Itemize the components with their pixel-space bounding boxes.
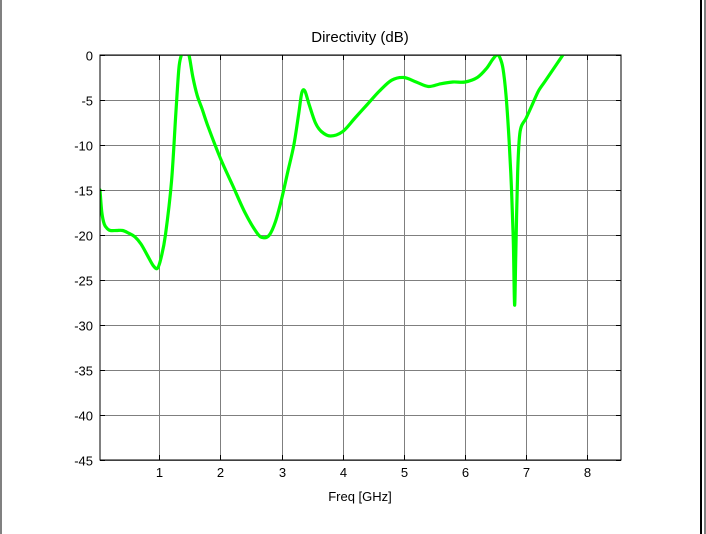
y-tick-label: -15 xyxy=(74,184,93,199)
y-tick-labels: 0 -5 -10 -15 -20 -25 -30 -35 -40 -45 xyxy=(74,49,93,469)
chart-title: Directivity (dB) xyxy=(311,29,409,46)
x-tick-labels: 1 2 3 4 5 6 7 8 xyxy=(156,465,591,480)
y-tick-label: -45 xyxy=(74,454,93,469)
y-tick-label: -30 xyxy=(74,319,93,334)
y-tick-label: -35 xyxy=(74,364,93,379)
x-tick-label: 2 xyxy=(217,465,224,480)
grid-lines xyxy=(100,55,621,461)
y-tick-label: -5 xyxy=(81,94,93,109)
y-tick-label: -10 xyxy=(74,139,93,154)
x-tick-label: 4 xyxy=(340,465,347,480)
y-tick-label: -40 xyxy=(74,409,93,424)
plot-area-frame xyxy=(99,54,622,461)
x-axis-label: Freq [GHz] xyxy=(328,489,392,504)
x-tick-label: 3 xyxy=(279,465,286,480)
y-tick-label: 0 xyxy=(86,49,93,64)
x-tick-label: 5 xyxy=(401,465,408,480)
x-tick-label: 7 xyxy=(523,465,530,480)
x-tick-label: 6 xyxy=(462,465,469,480)
x-tick-label: 1 xyxy=(156,465,163,480)
y-tick-label: -25 xyxy=(74,274,93,289)
directivity-series-line xyxy=(100,55,565,307)
data-series xyxy=(100,55,565,307)
x-tick-label: 8 xyxy=(584,465,591,480)
axis-ticks xyxy=(100,55,621,461)
y-tick-label: -20 xyxy=(74,229,93,244)
